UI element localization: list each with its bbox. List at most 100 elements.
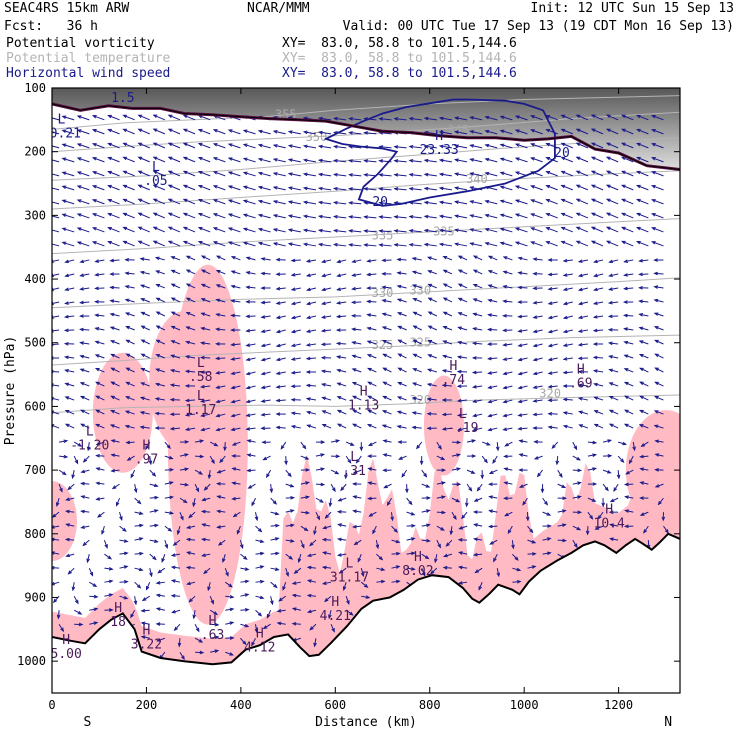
- wind-vector: [455, 229, 468, 233]
- wind-vector-head: [197, 170, 203, 175]
- wind-vector: [606, 128, 619, 135]
- wind-vector-head: [328, 502, 333, 508]
- wind-vector-head: [502, 314, 507, 318]
- wind-vector: [171, 553, 181, 557]
- wind-vector: [655, 440, 664, 443]
- wind-vector: [156, 284, 166, 289]
- wind-vector-head: [544, 501, 549, 506]
- wind-vector-head: [122, 142, 128, 147]
- y-axis-label: Pressure (hPa): [3, 336, 18, 446]
- extremum-value: -1.20: [70, 439, 109, 454]
- wind-vector-head: [185, 283, 191, 288]
- wind-vector: [500, 242, 513, 247]
- wind-vector-head: [651, 213, 656, 217]
- wind-vector-head: [79, 273, 85, 277]
- wind-vector: [186, 255, 196, 261]
- wind-vector: [246, 385, 256, 389]
- wind-vector-head: [203, 486, 209, 491]
- wind-vector: [168, 226, 181, 233]
- wind-vector-head: [91, 199, 97, 203]
- wind-vector-head: [80, 525, 85, 529]
- wind-vector-head: [638, 258, 643, 263]
- wind-vector: [291, 329, 301, 333]
- wind-vector: [610, 497, 619, 502]
- wind-vector-head: [636, 114, 641, 119]
- wind-vector: [80, 273, 90, 277]
- wind-vector-head: [305, 495, 310, 500]
- wind-vector-head: [212, 227, 218, 231]
- wind-vector-head: [452, 515, 457, 521]
- wind-vector: [204, 483, 211, 491]
- wind-vector: [349, 202, 362, 205]
- wind-vector-head: [290, 315, 296, 320]
- wind-vector-head: [272, 242, 278, 246]
- wind-vector: [306, 357, 316, 360]
- wind-vector-head: [95, 467, 101, 471]
- wind-vector-head: [64, 396, 70, 400]
- wind-vector-head: [116, 502, 120, 507]
- wind-vector: [548, 343, 558, 347]
- wind-vector: [413, 298, 422, 303]
- wind-vector: [108, 185, 120, 191]
- wind-vector-head: [607, 454, 613, 458]
- wind-vector-head: [456, 369, 462, 374]
- wind-vector: [397, 285, 407, 289]
- wind-vector-head: [266, 473, 270, 479]
- wind-vector: [443, 256, 453, 261]
- wind-vector-head: [290, 287, 296, 291]
- wind-vector: [542, 497, 548, 505]
- wind-vector: [307, 315, 317, 319]
- wind-vector: [52, 201, 60, 205]
- wind-vector-head: [86, 446, 91, 452]
- wind-vector: [515, 241, 528, 247]
- wind-vector-head: [478, 586, 482, 591]
- wind-vector-head: [245, 357, 251, 362]
- wind-vector: [561, 142, 574, 149]
- wind-vector: [591, 170, 604, 177]
- wind-vector: [655, 381, 664, 387]
- wind-vector-head: [63, 341, 69, 346]
- wind-vector: [142, 595, 151, 601]
- wind-vector: [561, 114, 574, 121]
- wind-vector-head: [620, 240, 626, 245]
- extremum-value: 1.17: [185, 403, 216, 418]
- extremum-marker: H: [414, 550, 422, 565]
- wind-vector-head: [76, 241, 82, 245]
- extremum-marker: H: [331, 595, 339, 610]
- wind-vector: [164, 525, 172, 532]
- wind-vector-head: [124, 257, 130, 262]
- wind-vector: [213, 213, 226, 219]
- wind-vector: [52, 145, 60, 149]
- wind-vector-head: [426, 256, 432, 260]
- wind-vector-head: [287, 172, 293, 176]
- wind-vector-head: [408, 173, 414, 177]
- wind-vector: [597, 511, 604, 519]
- wind-vector-head: [94, 299, 99, 304]
- wind-vector: [179, 453, 188, 457]
- wind-vector-head: [317, 214, 323, 219]
- wind-vector: [640, 468, 649, 471]
- wind-vector: [606, 142, 619, 149]
- wind-vector: [345, 455, 352, 464]
- wind-vector: [629, 455, 634, 464]
- wind-vector: [322, 424, 332, 429]
- wind-vector: [231, 371, 241, 375]
- wind-vector-head: [290, 411, 296, 416]
- wind-vector-head: [594, 526, 600, 530]
- wind-vector: [325, 511, 332, 519]
- wind-vector-head: [93, 607, 99, 612]
- wind-vector-head: [530, 241, 535, 245]
- extremum-marker: H: [605, 502, 613, 517]
- wind-vector-head: [182, 142, 188, 147]
- wind-vector: [111, 381, 120, 387]
- wind-vector-head: [654, 453, 660, 457]
- wind-vector: [126, 441, 135, 444]
- wind-vector-head: [278, 597, 283, 602]
- wind-vector-head: [212, 185, 218, 189]
- wind-vector-head: [244, 593, 250, 597]
- wind-vector-head: [107, 142, 112, 147]
- wind-vector: [609, 259, 619, 263]
- wind-vector-head: [348, 173, 353, 177]
- wind-vector: [458, 427, 468, 431]
- wind-vector: [503, 256, 513, 261]
